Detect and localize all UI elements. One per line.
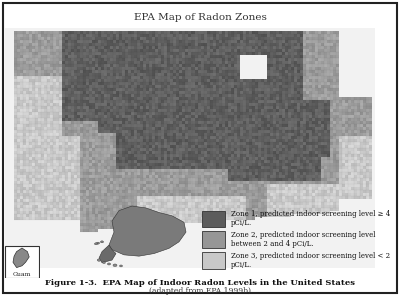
Circle shape (94, 243, 98, 245)
Circle shape (100, 241, 104, 243)
Text: EPA Map of Radon Zones: EPA Map of Radon Zones (134, 14, 266, 22)
Circle shape (97, 259, 101, 261)
Text: (adapted from EPA 1999b): (adapted from EPA 1999b) (149, 287, 251, 295)
Text: Zone 1, predicted indoor screening level ≥ 4 pCi/L.: Zone 1, predicted indoor screening level… (231, 210, 390, 227)
Circle shape (102, 262, 106, 263)
Polygon shape (99, 245, 116, 263)
Text: Zone 2, predicted indoor screening level between 2 and 4 pCi/L.: Zone 2, predicted indoor screening level… (231, 231, 375, 248)
Circle shape (107, 263, 110, 265)
Bar (202, 211, 225, 227)
Text: Zone 3, predicted indoor screening level < 2 pCi/L.: Zone 3, predicted indoor screening level… (231, 252, 390, 269)
Circle shape (120, 265, 122, 267)
Bar (202, 252, 225, 268)
Bar (202, 231, 225, 248)
Circle shape (113, 264, 117, 267)
Circle shape (96, 242, 100, 244)
Polygon shape (109, 206, 186, 256)
Polygon shape (13, 248, 29, 268)
Text: Guam: Guam (13, 272, 31, 277)
Text: Figure 1-3.  EPA Map of Indoor Radon Levels in the United States: Figure 1-3. EPA Map of Indoor Radon Leve… (45, 279, 355, 287)
